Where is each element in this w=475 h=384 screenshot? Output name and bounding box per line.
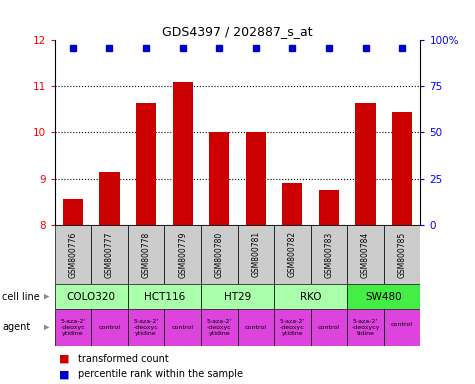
Text: transformed count: transformed count [78,354,169,364]
Text: GSM800784: GSM800784 [361,231,370,278]
Bar [201,225,238,284]
Bar [311,225,347,284]
Text: HT29: HT29 [224,291,251,302]
Bar [63,199,83,225]
Bar [209,132,229,225]
Bar [99,172,120,225]
Bar [347,225,384,284]
Text: ■: ■ [59,369,70,379]
Bar [384,225,420,284]
Bar [319,190,339,225]
Text: GSM800777: GSM800777 [105,231,114,278]
Text: GSM800776: GSM800776 [68,231,77,278]
Bar [274,309,311,346]
Text: GSM800779: GSM800779 [178,231,187,278]
Text: ■: ■ [59,354,70,364]
Bar [238,225,274,284]
Text: SW480: SW480 [365,291,402,302]
Bar [282,183,303,225]
Text: control: control [171,325,194,330]
Text: 5-aza-2'
-deoxyc
ytidine: 5-aza-2' -deoxyc ytidine [133,319,159,336]
Text: control: control [318,325,340,330]
Text: 5-aza-2'
-deoxyc
ytidine: 5-aza-2' -deoxyc ytidine [280,319,305,336]
Text: control: control [391,322,413,333]
Text: 5-aza-2'
-deoxycy
tidine: 5-aza-2' -deoxycy tidine [352,319,380,336]
Text: GSM800781: GSM800781 [251,231,260,278]
Bar [164,225,201,284]
Bar [164,309,201,346]
Text: GSM800778: GSM800778 [142,231,151,278]
Text: RKO: RKO [300,291,322,302]
Bar [91,225,128,284]
Bar [91,309,128,346]
Bar [347,284,420,309]
Bar [128,284,201,309]
Bar [201,309,238,346]
Text: control: control [245,325,267,330]
Text: cell line: cell line [2,291,40,302]
Bar [136,103,156,225]
Bar [238,309,274,346]
Text: GSM800782: GSM800782 [288,231,297,278]
Text: GSM800780: GSM800780 [215,231,224,278]
Text: GSM800785: GSM800785 [398,231,407,278]
Bar [128,225,164,284]
Bar [55,284,128,309]
Text: GSM800783: GSM800783 [324,231,333,278]
Bar [55,309,91,346]
Bar [172,82,193,225]
Text: agent: agent [2,322,30,333]
Bar [128,309,164,346]
Text: percentile rank within the sample: percentile rank within the sample [78,369,243,379]
Bar [384,309,420,346]
Bar [355,103,376,225]
Text: 5-aza-2'
-deoxyc
ytidine: 5-aza-2' -deoxyc ytidine [207,319,232,336]
Bar [274,284,347,309]
Text: HCT116: HCT116 [144,291,185,302]
Title: GDS4397 / 202887_s_at: GDS4397 / 202887_s_at [162,25,313,38]
Text: control: control [98,325,121,330]
Text: 5-aza-2'
-deoxyc
ytidine: 5-aza-2' -deoxyc ytidine [60,319,86,336]
Bar [347,309,384,346]
Text: COLO320: COLO320 [66,291,116,302]
Bar [201,284,274,309]
Bar [392,112,412,225]
Bar [274,225,311,284]
Bar [246,132,266,225]
Bar [311,309,347,346]
Bar [55,225,91,284]
